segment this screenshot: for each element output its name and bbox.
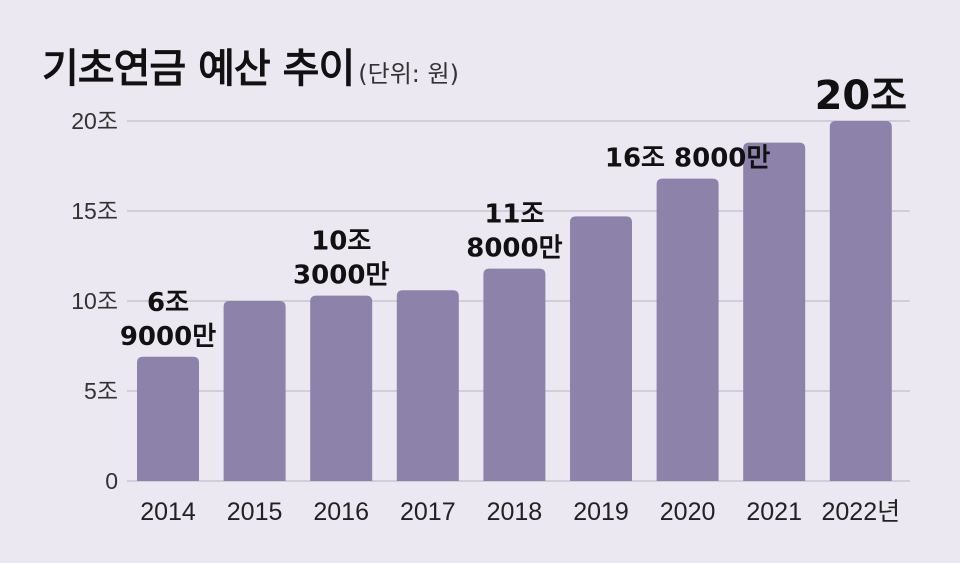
bar [656, 178, 719, 481]
bar [483, 268, 546, 481]
data-label: 11조 [484, 200, 544, 230]
bar [137, 356, 199, 481]
x-tick-label: 2017 [400, 498, 456, 526]
y-tick-label: 15조 [71, 198, 118, 224]
bar [570, 216, 632, 481]
data-label: 20조 [815, 73, 907, 119]
y-tick-label: 5조 [84, 378, 118, 404]
x-tick-label: 2021 [746, 498, 802, 526]
data-label: 8000만 [466, 234, 562, 264]
chart-title: 기초연금 예산 추이 [42, 46, 355, 92]
y-axis: 0 5조 10조 15조 20조 [71, 108, 118, 494]
data-label: 9000만 [120, 322, 216, 352]
y-tick-label: 10조 [71, 288, 118, 314]
x-tick-label: 2022년 [821, 498, 900, 526]
data-label: 6조 [147, 288, 189, 318]
x-axis: 2014 2015 2016 2017 2018 2019 2020 2021 2022년 [140, 498, 900, 526]
chart-title-block: 기초연금 예산 추이 (단위: 원) [42, 36, 459, 94]
bar [743, 142, 806, 481]
data-labels: 6조 9000만 10조 3000만 11조 8000만 16조 8000만 20조 [120, 73, 907, 352]
data-label: 16조 8000만 [605, 144, 771, 174]
bar [310, 295, 373, 481]
bar [829, 121, 892, 481]
x-tick-label: 2014 [140, 498, 196, 526]
data-label: 10조 [311, 227, 371, 257]
data-label: 3000만 [293, 261, 389, 291]
x-tick-label: 2020 [660, 498, 716, 526]
x-tick-label: 2015 [227, 498, 283, 526]
x-tick-label: 2019 [573, 498, 629, 526]
bars [137, 121, 892, 481]
bar [396, 290, 459, 481]
y-tick-label: 20조 [71, 108, 118, 134]
x-tick-label: 2016 [313, 498, 369, 526]
x-tick-label: 2018 [487, 498, 543, 526]
chart-subtitle: (단위: 원) [358, 60, 459, 88]
y-tick-label: 0 [105, 468, 118, 494]
bar [223, 301, 286, 481]
